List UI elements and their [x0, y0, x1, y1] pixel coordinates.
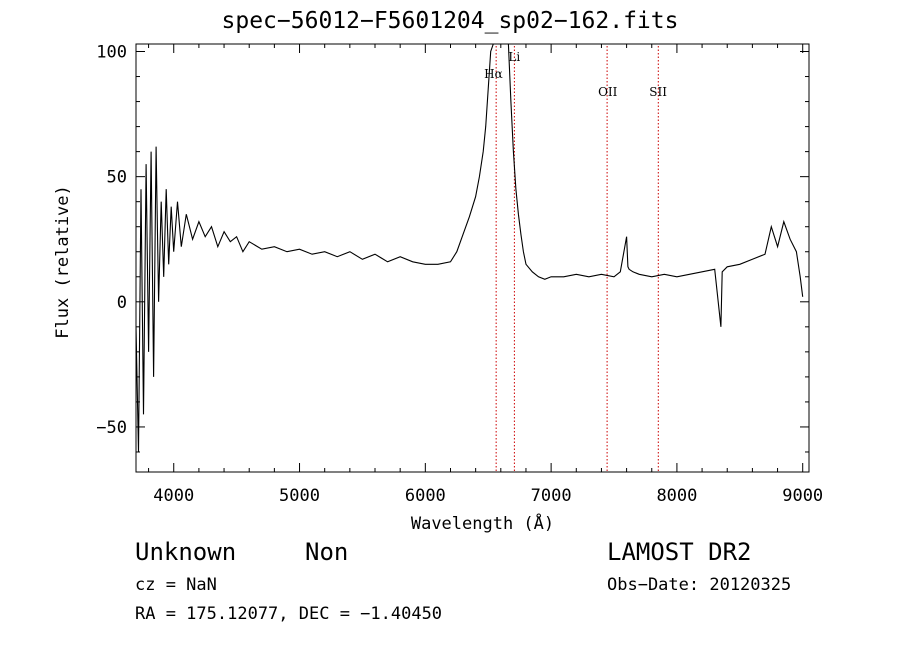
chart-text: Hα Li OII SII 4000 5000 6000 7000 8000 9000 100 50 0… [53, 43, 823, 534]
marker-label-0: Hα [484, 67, 503, 81]
object-subclass: Non [305, 538, 349, 566]
object-class: Unknown [135, 538, 237, 566]
marker-label-3: SII [649, 85, 667, 99]
x-tick-label: 4000 [153, 486, 194, 506]
chart-title: spec−56012−F5601204_sp02−162.fits [221, 8, 679, 34]
x-tick-label: 8000 [656, 486, 697, 506]
marker-label-1: Li [508, 50, 520, 64]
x-tick-label: 5000 [279, 486, 320, 506]
plot-axes [135, 43, 810, 473]
marker-label-2: OII [598, 85, 618, 99]
redshift-label: cz = NaN [135, 575, 217, 595]
y-tick-label: −50 [96, 418, 127, 438]
x-tick-label: 9000 [782, 486, 823, 506]
coordinates-label: RA = 175.12077, DEC = −1.40450 [135, 604, 443, 624]
x-axis-label: Wavelength (Å) [411, 512, 554, 534]
survey-name: LAMOST DR2 [607, 538, 752, 566]
y-tick-label: 100 [96, 43, 127, 63]
axes-frame [135, 43, 810, 473]
spectrum-series [136, 44, 804, 453]
y-tick-label: 0 [117, 293, 127, 313]
obs-date-label: Obs−Date: 20120325 [607, 575, 792, 595]
x-tick-label: 7000 [531, 486, 572, 506]
emission-line-markers [495, 46, 659, 472]
spectrum-line-0 [136, 44, 804, 453]
x-tick-label: 6000 [405, 486, 446, 506]
y-tick-label: 50 [107, 168, 127, 188]
y-axis-label: Flux (relative) [53, 185, 73, 339]
